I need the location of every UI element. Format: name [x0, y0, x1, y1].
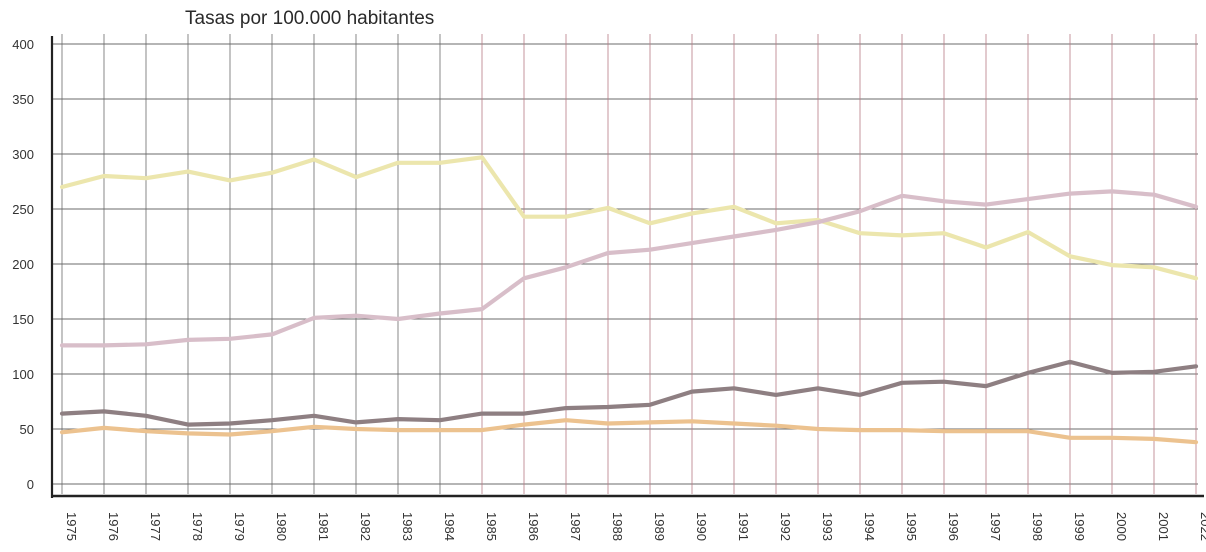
x-tick-label: 1999 — [1072, 512, 1087, 541]
x-tick-label: 1979 — [232, 512, 247, 541]
x-tick-label: 1983 — [400, 512, 415, 541]
x-tick-label: 1975 — [64, 512, 79, 541]
y-tick-label: 200 — [12, 257, 34, 272]
y-tick-label: 250 — [12, 202, 34, 217]
x-tick-label: 1997 — [988, 512, 1003, 541]
y-tick-label: 350 — [12, 92, 34, 107]
x-tick-label: 2001 — [1156, 512, 1171, 541]
x-tick-label: 1982 — [358, 512, 373, 541]
x-tick-label: 1978 — [190, 512, 205, 541]
axes — [50, 36, 1204, 498]
x-tick-label: 1985 — [484, 512, 499, 541]
x-tick-label: 2000 — [1114, 512, 1129, 541]
x-tick-label: 1990 — [694, 512, 709, 541]
series-line-3 — [59, 359, 1199, 427]
x-tick-label: 1998 — [1030, 512, 1045, 541]
x-tick-label: 1976 — [106, 512, 121, 541]
x-tick-label: 1992 — [778, 512, 793, 541]
x-tick-label: 1986 — [526, 512, 541, 541]
x-tick-label: 1981 — [316, 512, 331, 541]
x-tick-label: 1984 — [442, 512, 457, 541]
x-tick-label: 1977 — [148, 512, 163, 541]
y-tick-labels: 0 50 100 150 200 250 300 350 400 — [12, 37, 34, 492]
x-tick-label: 1987 — [568, 512, 583, 541]
y-tick-label: 100 — [12, 367, 34, 382]
y-tick-label: 0 — [27, 477, 34, 492]
series-line-1 — [59, 155, 1199, 281]
x-tick-label: 1996 — [946, 512, 961, 541]
x-tick-label: 1994 — [862, 512, 877, 541]
series-line-4 — [59, 418, 1199, 445]
y-tick-label: 400 — [12, 37, 34, 52]
chart-title: Tasas por 100.000 habitantes — [185, 8, 435, 29]
x-tick-labels: 1975 1976 1977 1978 1979 1980 1981 1982 1983 1984… — [64, 512, 1206, 541]
y-tick-label: 300 — [12, 147, 34, 162]
x-tick-label: 1989 — [652, 512, 667, 541]
x-tick-label: 1991 — [736, 512, 751, 541]
x-tick-label: 1993 — [820, 512, 835, 541]
x-tick-label: 1988 — [610, 512, 625, 541]
x-tick-label: 2022 — [1198, 512, 1206, 541]
x-tick-label: 1995 — [904, 512, 919, 541]
y-tick-label: 50 — [20, 422, 34, 437]
series-lines — [59, 155, 1199, 445]
y-tick-label: 150 — [12, 312, 34, 327]
x-tick-label: 1980 — [274, 512, 289, 541]
series-line-2 — [59, 189, 1199, 348]
